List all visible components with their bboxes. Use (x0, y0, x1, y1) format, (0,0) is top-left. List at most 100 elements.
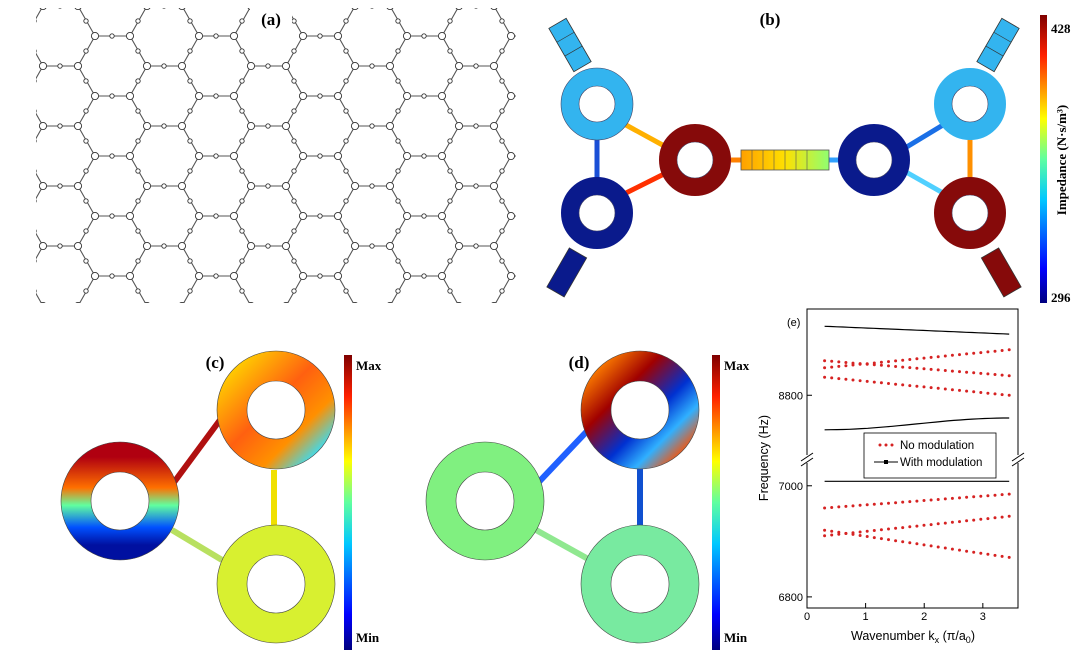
data-point-no-modulation (865, 535, 869, 538)
data-point-no-modulation (986, 494, 990, 498)
data-point-no-modulation (851, 378, 855, 382)
outer-waveguide-top-right (976, 17, 1020, 73)
data-point-no-modulation (922, 523, 926, 527)
data-point-no-modulation (958, 548, 961, 552)
data-point-no-modulation (858, 379, 862, 383)
data-point-no-modulation (872, 380, 876, 384)
data-point-no-modulation (965, 352, 969, 356)
panel-c-label: (c) (206, 353, 225, 372)
data-point-no-modulation (887, 364, 890, 368)
rod (904, 169, 945, 196)
data-point-no-modulation (879, 502, 883, 506)
data-point-no-modulation (950, 496, 954, 500)
data-point-no-modulation (858, 503, 862, 507)
data-point-no-modulation (943, 497, 947, 501)
outer-waveguide-bottom-left (546, 247, 588, 298)
data-point-no-modulation (936, 545, 940, 549)
data-point-no-modulation (1000, 493, 1004, 497)
chart-title: (e) (787, 317, 800, 329)
x-tick-label: 0 (804, 611, 810, 623)
data-point-no-modulation (922, 356, 926, 360)
data-point-no-modulation (908, 541, 912, 545)
honeycomb-lattice (36, 8, 516, 303)
outer-waveguide-bottom-right (980, 247, 1022, 298)
data-point-no-modulation (844, 504, 848, 508)
data-point-no-modulation (965, 370, 969, 374)
data-point-no-modulation (929, 498, 933, 502)
data-point-no-modulation (823, 359, 827, 363)
data-point-no-modulation (887, 538, 890, 542)
colorbar-max-label: 428 (1051, 21, 1071, 36)
colorbar-d (712, 355, 720, 650)
data-point-no-modulation (922, 499, 926, 502)
data-point-no-modulation (837, 532, 841, 536)
ring-d-left (425, 441, 545, 561)
data-point-no-modulation (972, 495, 976, 499)
data-point-no-modulation (979, 494, 983, 498)
data-point-no-modulation (887, 527, 890, 531)
data-point-no-modulation (1007, 492, 1011, 496)
colorbar-d-min: Min (724, 630, 748, 645)
data-point-no-modulation (943, 354, 947, 358)
data-point-no-modulation (901, 526, 905, 530)
data-point-no-modulation (823, 375, 827, 379)
data-point-no-modulation (844, 377, 848, 381)
data-point-no-modulation (972, 518, 976, 522)
data-point-no-modulation (879, 528, 883, 532)
data-point-no-modulation (901, 358, 905, 362)
data-point-no-modulation (901, 383, 905, 387)
ring-d-bottom (580, 524, 700, 644)
data-point-no-modulation (1000, 393, 1004, 397)
data-point-no-modulation (1007, 555, 1011, 559)
y-tick-label: 6800 (779, 592, 803, 604)
data-point-no-modulation (950, 520, 954, 524)
data-point-no-modulation (929, 367, 933, 371)
data-point-no-modulation (844, 364, 848, 368)
data-point-no-modulation (1000, 349, 1004, 352)
data-point-no-modulation (950, 547, 954, 551)
ring-light-blue-left (560, 67, 634, 141)
data-point-no-modulation (844, 361, 848, 364)
data-point-no-modulation (929, 523, 933, 527)
data-point-no-modulation (943, 521, 947, 525)
data-point-no-modulation (1007, 393, 1011, 397)
data-point-no-modulation (865, 529, 869, 533)
x-tick-label: 2 (921, 611, 927, 623)
data-point-no-modulation (837, 360, 841, 364)
data-point-no-modulation (865, 503, 869, 507)
data-point-no-modulation (887, 501, 890, 505)
data-point-no-modulation (879, 537, 883, 541)
data-point-no-modulation (879, 363, 883, 367)
data-point-no-modulation (936, 355, 940, 359)
data-point-no-modulation (943, 369, 947, 372)
data-point-no-modulation (1000, 515, 1004, 519)
data-point-no-modulation (922, 543, 926, 547)
data-point-no-modulation (1000, 554, 1004, 558)
data-point-no-modulation (958, 370, 961, 374)
data-point-no-modulation (943, 387, 947, 391)
data-point-no-modulation (1007, 348, 1011, 352)
data-point-no-modulation (858, 362, 862, 366)
colorbar-min-label: 296 (1051, 290, 1071, 305)
rod (624, 122, 670, 151)
data-point-no-modulation (915, 499, 919, 503)
data-point-no-modulation (823, 506, 827, 510)
data-point-no-modulation (830, 359, 834, 363)
data-point-no-modulation (901, 540, 905, 544)
series-line-with-modulation (824, 325, 1010, 335)
series-line-with-modulation (824, 417, 1010, 431)
ring-c-top (216, 350, 336, 470)
data-point-no-modulation (908, 525, 912, 529)
colorbar-c-max: Max (356, 358, 382, 373)
data-point-no-modulation (993, 392, 997, 396)
data-point-no-modulation (958, 520, 961, 524)
data-point-no-modulation (879, 381, 883, 385)
data-point-no-modulation (1007, 374, 1011, 378)
data-point-no-modulation (894, 526, 898, 530)
colorbar-c (344, 355, 352, 650)
data-point-no-modulation (858, 530, 862, 534)
data-point-no-modulation (979, 551, 983, 555)
x-axis-title: Wavenumber kx (π/a0) (851, 629, 975, 645)
data-point-no-modulation (851, 361, 855, 365)
